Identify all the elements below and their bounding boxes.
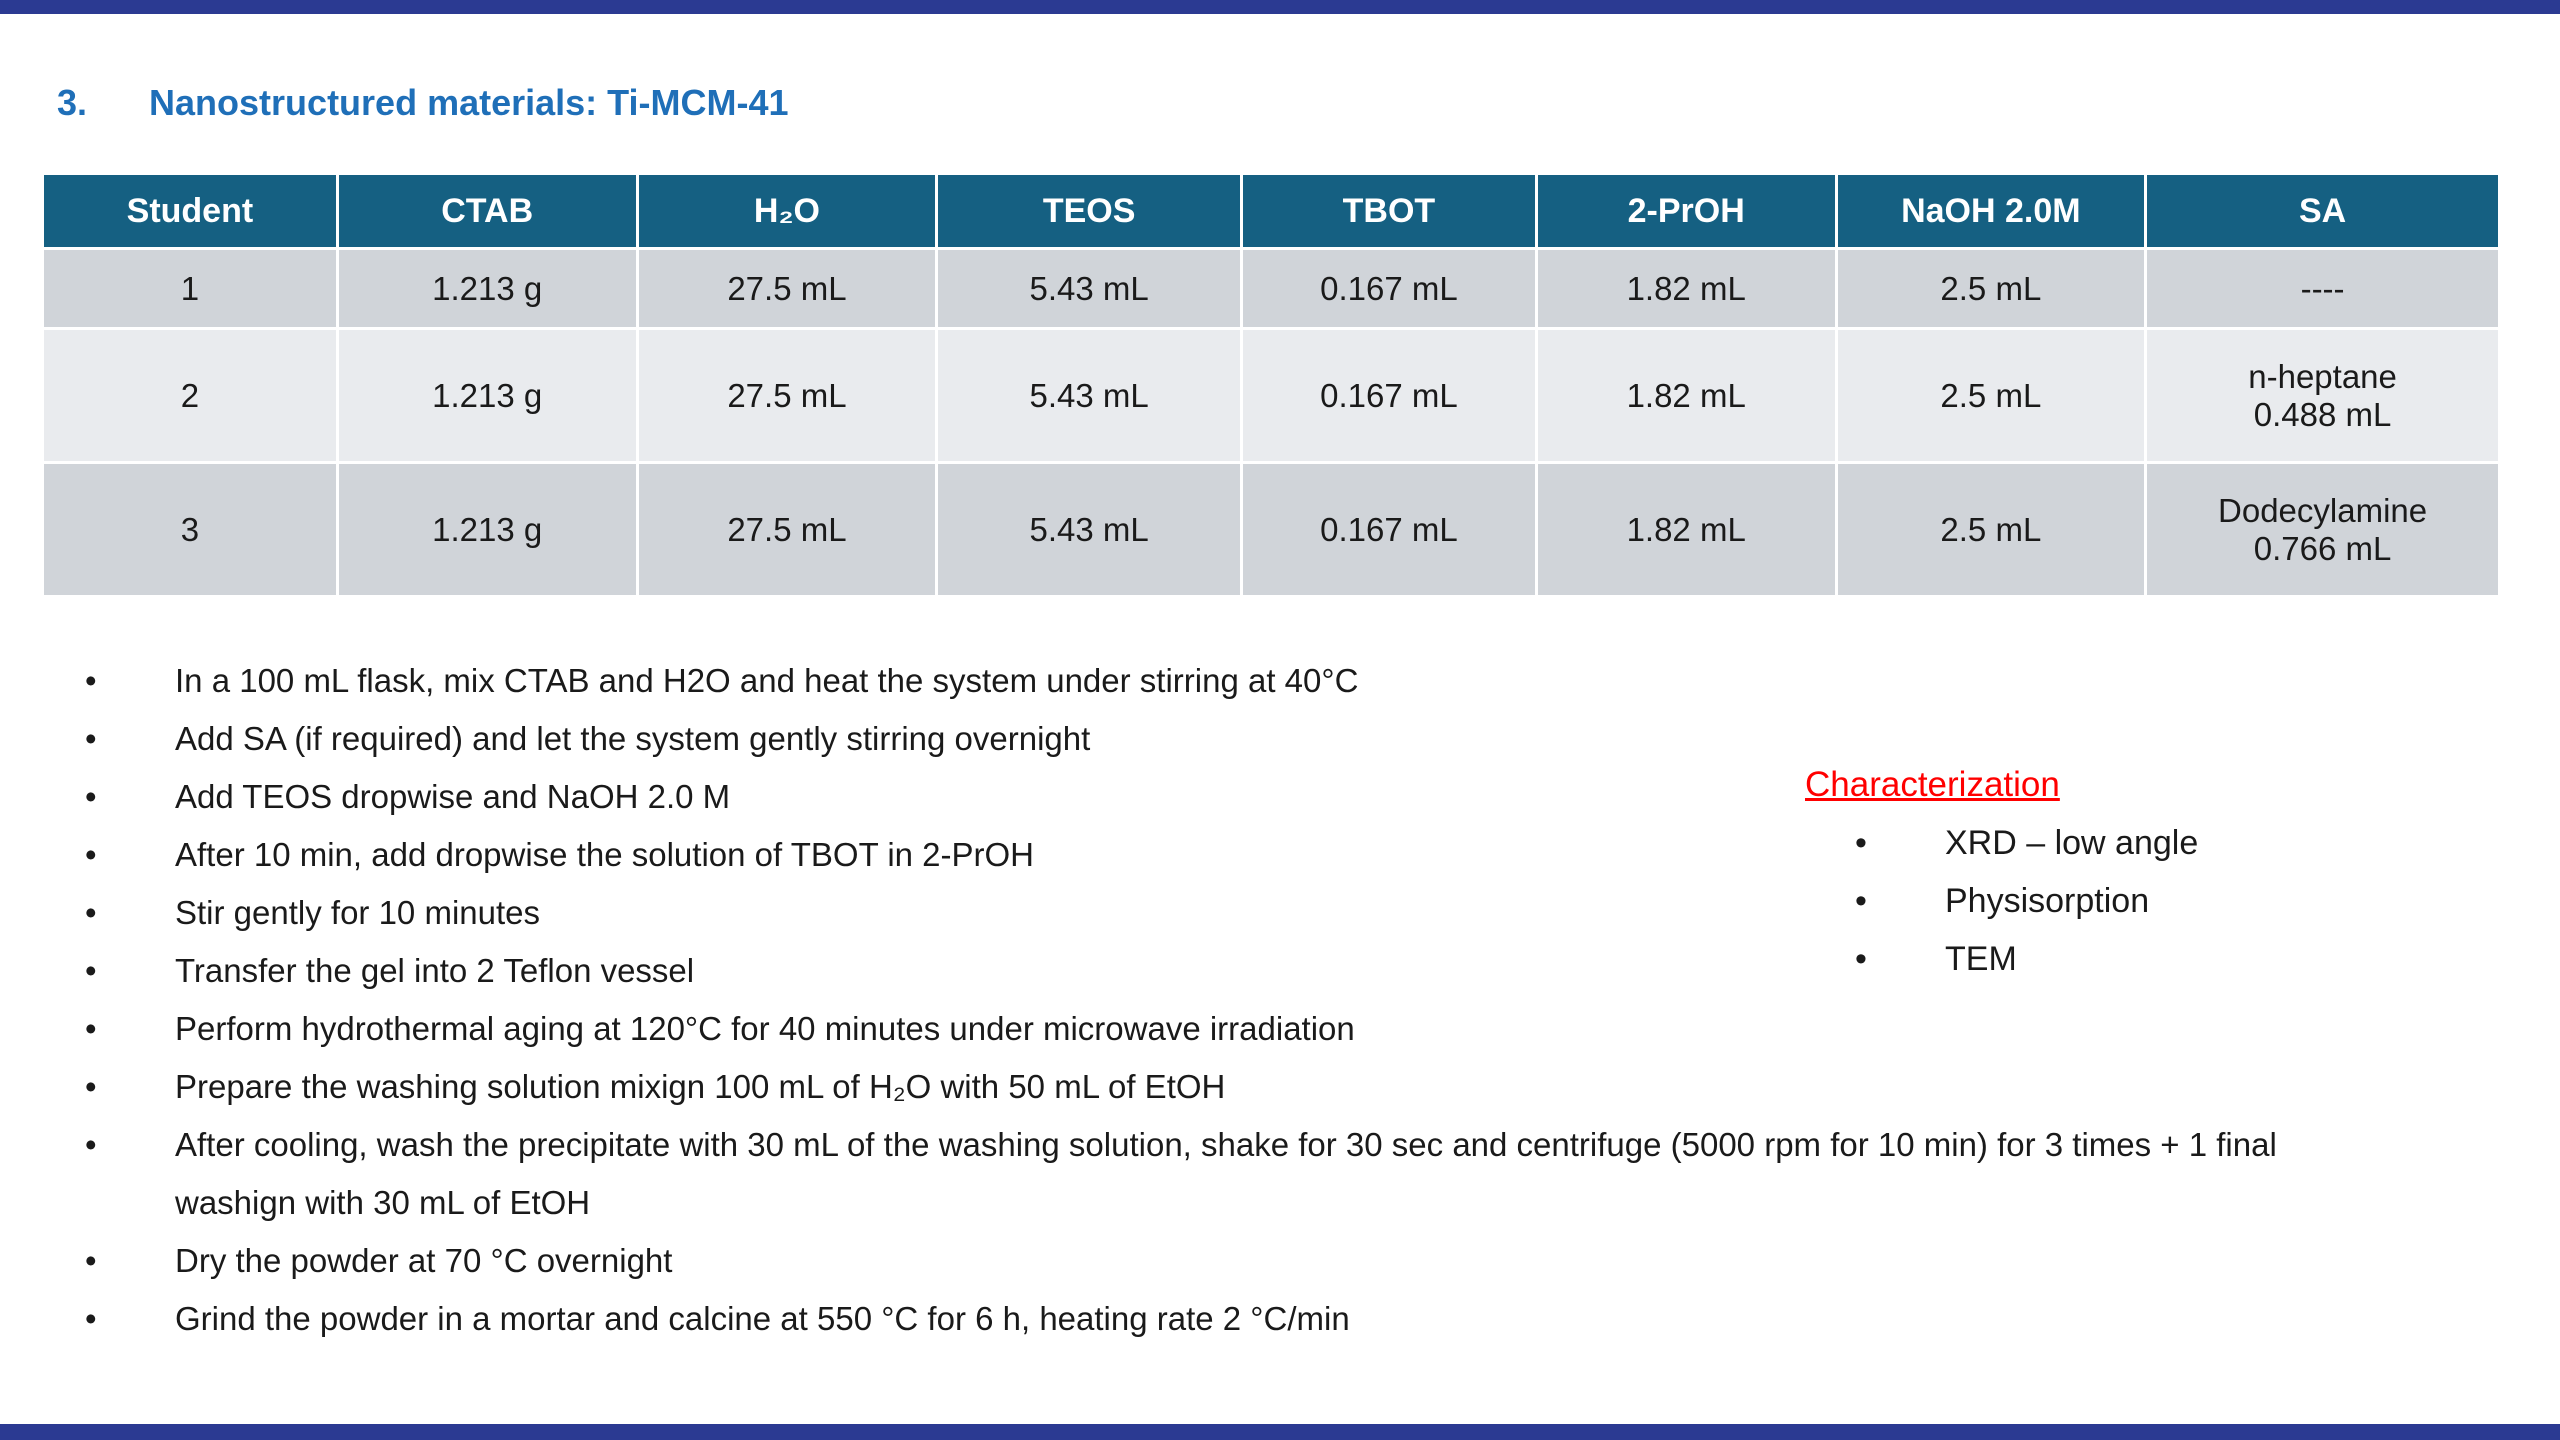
procedure-list: In a 100 mL flask, mix CTAB and H2O and … [85, 652, 2405, 1348]
col-header-teos: TEOS [935, 172, 1243, 250]
procedure-item: Stir gently for 10 minutes [85, 884, 2405, 942]
col-header-student: Student [41, 172, 339, 250]
procedure-item: Add SA (if required) and let the system … [85, 710, 2405, 768]
table-cell: 1.82 mL [1534, 327, 1838, 464]
table-cell: 2 [41, 327, 339, 464]
procedure-item: After cooling, wash the precipitate with… [85, 1116, 2405, 1232]
col-header-ctab: CTAB [335, 172, 639, 250]
page-title: 3. Nanostructured materials: Ti-MCM-41 [57, 82, 789, 124]
procedure-section: In a 100 mL flask, mix CTAB and H2O and … [85, 652, 2405, 1348]
procedure-item: Prepare the washing solution mixign 100 … [85, 1058, 2405, 1116]
table-cell: 1.82 mL [1534, 247, 1838, 330]
table-cell: 1.213 g [335, 247, 639, 330]
col-header-tbot: TBOT [1239, 172, 1538, 250]
table-cell: 5.43 mL [935, 247, 1243, 330]
col-header-naoh: NaOH 2.0M [1834, 172, 2148, 250]
table-row: 1 1.213 g 27.5 mL 5.43 mL 0.167 mL 1.82 … [41, 247, 2501, 330]
col-header-2proh: 2-PrOH [1534, 172, 1838, 250]
characterization-item: Physisorption [1805, 872, 2198, 930]
procedure-item: After 10 min, add dropwise the solution … [85, 826, 2405, 884]
table-row: 2 1.213 g 27.5 mL 5.43 mL 0.167 mL 1.82 … [41, 327, 2501, 464]
table-cell: 5.43 mL [935, 461, 1243, 598]
table-cell: n-heptane 0.488 mL [2144, 327, 2501, 464]
characterization-item: XRD – low angle [1805, 814, 2198, 872]
characterization-title: Characterization [1805, 765, 2060, 804]
table-cell: ---- [2144, 247, 2501, 330]
characterization-section: Characterization XRD – low angle Physiso… [1805, 756, 2198, 988]
table-cell: 2.5 mL [1834, 461, 2148, 598]
table-cell: 5.43 mL [935, 327, 1243, 464]
top-accent-bar [0, 0, 2560, 14]
procedure-item: Transfer the gel into 2 Teflon vessel [85, 942, 2405, 1000]
table-cell: 1.213 g [335, 461, 639, 598]
table-cell: 0.167 mL [1239, 461, 1538, 598]
table-cell: 27.5 mL [635, 461, 939, 598]
table-row: 3 1.213 g 27.5 mL 5.43 mL 0.167 mL 1.82 … [41, 461, 2501, 598]
title-number: 3. [57, 82, 88, 123]
procedure-item: Dry the powder at 70 °C overnight [85, 1232, 2405, 1290]
table-header-row: Student CTAB H₂O TEOS TBOT 2-PrOH NaOH 2… [41, 172, 2501, 250]
procedure-item: Perform hydrothermal aging at 120°C for … [85, 1000, 2405, 1058]
procedure-item: Add TEOS dropwise and NaOH 2.0 M [85, 768, 2405, 826]
table-cell: Dodecylamine 0.766 mL [2144, 461, 2501, 598]
characterization-item: TEM [1805, 930, 2198, 988]
reagents-table: Student CTAB H₂O TEOS TBOT 2-PrOH NaOH 2… [41, 172, 2501, 598]
table-cell: 1.82 mL [1534, 461, 1838, 598]
col-header-h2o: H₂O [635, 172, 939, 250]
table-cell: 27.5 mL [635, 247, 939, 330]
table-cell: 1.213 g [335, 327, 639, 464]
table-cell: 2.5 mL [1834, 327, 2148, 464]
procedure-item: In a 100 mL flask, mix CTAB and H2O and … [85, 652, 2405, 710]
table-cell: 0.167 mL [1239, 327, 1538, 464]
table-cell: 1 [41, 247, 339, 330]
characterization-list: XRD – low angle Physisorption TEM [1805, 814, 2198, 988]
table-cell: 0.167 mL [1239, 247, 1538, 330]
bottom-accent-bar [0, 1424, 2560, 1440]
title-text: Nanostructured materials: Ti-MCM-41 [149, 82, 789, 123]
table-cell: 3 [41, 461, 339, 598]
col-header-sa: SA [2144, 172, 2501, 250]
table-cell: 2.5 mL [1834, 247, 2148, 330]
procedure-item: Grind the powder in a mortar and calcine… [85, 1290, 2405, 1348]
table-cell: 27.5 mL [635, 327, 939, 464]
